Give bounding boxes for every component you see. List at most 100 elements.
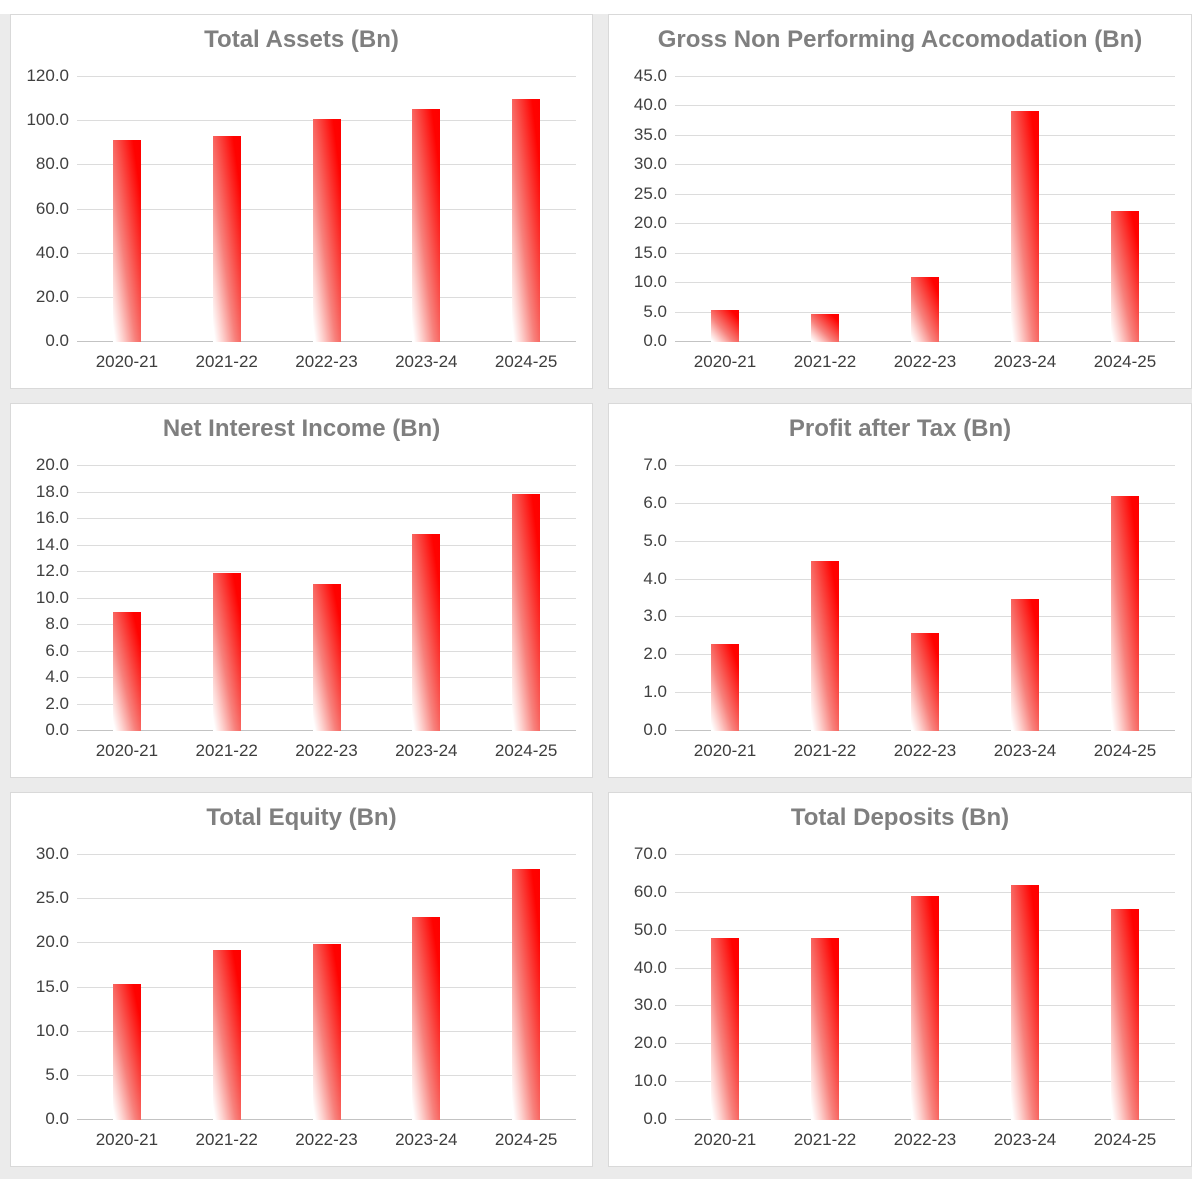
charts-grid: Total Assets (Bn) 0.0 20.0 40.0 60.0 80.0 100… <box>0 14 1192 1179</box>
x-axis-category-label: 2020-21 <box>95 741 159 760</box>
y-axis-tick-label: 0.0 <box>643 720 667 739</box>
x-axis-category-label: 2024-25 <box>494 1130 558 1149</box>
bar-2020-21 <box>711 938 739 1120</box>
chart-panel-gross-non-performing-accomodation-bn: Gross Non Performing Accomodation (Bn) 0… <box>608 14 1192 389</box>
x-axis-category-label: 2024-25 <box>1093 1130 1157 1149</box>
bar-2024-25 <box>512 493 541 731</box>
bar-2021-22 <box>811 560 839 731</box>
plot-area: 0.0 20.0 40.0 60.0 80.0 100.0 120.0 2020-21 2021… <box>26 66 576 371</box>
y-axis-tick-label: 20.0 <box>633 1033 667 1053</box>
x-axis-category-label: 2024-25 <box>1093 741 1157 760</box>
plot-area: 0.0 5.0 10.0 15.0 20.0 25.0 30.0 35.0 40.0 45.0 20… <box>634 66 1175 371</box>
chart-panel-total-deposits-bn: Total Deposits (Bn) 0.0 10.0 20.0 30.0 40.0 5… <box>608 792 1192 1167</box>
y-axis-tick-label: 4.0 <box>643 568 667 588</box>
gridline: 4.0 <box>643 569 1175 588</box>
x-axis-category-label: 2020-21 <box>693 352 757 371</box>
y-axis-tick-label: 25.0 <box>633 183 667 203</box>
x-axis-category-label: 2023-24 <box>395 741 458 760</box>
bar-2023-24 <box>412 533 441 731</box>
x-axis-category-label: 2024-25 <box>494 352 558 371</box>
x-axis-category-label: 2022-23 <box>893 352 957 371</box>
y-axis-tick-label: 10.0 <box>35 587 69 607</box>
gridline: 15.0 <box>634 243 1175 262</box>
chart-panel-profit-after-tax-bn: Profit after Tax (Bn) 0.0 1.0 2.0 3.0 4.0 5.0… <box>608 403 1192 778</box>
y-axis-tick-label: 0.0 <box>45 331 69 350</box>
gridline: 20.0 <box>36 932 576 951</box>
bar-2021-22 <box>212 949 241 1120</box>
bar-2023-24 <box>1011 110 1039 342</box>
y-axis-tick-label: 7.0 <box>643 455 667 474</box>
y-axis-tick-label: 16.0 <box>35 508 69 527</box>
bar-2020-21 <box>112 139 141 342</box>
gridline: 16.0 <box>36 508 576 527</box>
bar-2020-21 <box>711 643 739 731</box>
y-axis-tick-label: 40.0 <box>633 957 667 977</box>
chart-title: Net Interest Income (Bn) <box>162 415 441 442</box>
gridline: 40.0 <box>634 95 1175 114</box>
chart-title: Total Deposits (Bn) <box>790 804 1010 831</box>
y-axis-tick-label: 70.0 <box>633 844 667 863</box>
chart-panel-total-equity-bn: Total Equity (Bn) 0.0 5.0 10.0 15.0 20.0 25.0… <box>10 792 593 1167</box>
x-axis-category-label: 2021-22 <box>195 352 258 371</box>
y-axis-tick-label: 0.0 <box>45 1109 69 1128</box>
y-axis-tick-label: 15.0 <box>633 242 667 262</box>
x-axis-category-label: 2021-22 <box>195 741 258 760</box>
y-axis-tick-label: 25.0 <box>35 888 69 908</box>
x-axis-category-label: 2022-23 <box>295 352 358 371</box>
y-axis-tick-label: 20.0 <box>35 932 69 952</box>
x-axis-category-label: 2023-24 <box>993 1130 1057 1149</box>
gridline: 20.0 <box>36 455 576 474</box>
x-axis-category-label: 2022-23 <box>295 1130 358 1149</box>
gridline: 30.0 <box>634 154 1175 173</box>
gridline: 35.0 <box>634 125 1175 144</box>
bar-2024-25 <box>1111 909 1139 1120</box>
x-axis-category-label: 2024-25 <box>494 741 558 760</box>
y-axis-tick-label: 12.0 <box>35 561 69 580</box>
gridline: 45.0 <box>634 66 1175 85</box>
x-axis-category-label: 2020-21 <box>693 1130 757 1149</box>
y-axis-tick-label: 20.0 <box>35 455 69 474</box>
y-axis-tick-label: 20.0 <box>35 286 69 306</box>
y-axis-tick-label: 80.0 <box>35 154 69 174</box>
gridline: 120.0 <box>26 66 576 85</box>
y-axis-tick-label: 2.0 <box>45 693 69 713</box>
gridline: 6.0 <box>643 493 1175 512</box>
y-axis-tick-label: 8.0 <box>45 614 69 633</box>
x-axis-category-label: 2020-21 <box>95 352 159 371</box>
chart-panel-net-interest-income-bn: Net Interest Income (Bn) 0.0 2.0 4.0 6.0 8.0… <box>10 403 593 778</box>
y-axis-tick-label: 5.0 <box>643 301 667 321</box>
bar-2024-25 <box>1111 496 1139 731</box>
x-axis-category-label: 2023-24 <box>395 1130 458 1149</box>
x-axis-category-label: 2023-24 <box>395 352 458 371</box>
chart-title: Total Assets (Bn) <box>204 26 399 53</box>
bar-2020-21 <box>711 309 739 342</box>
gridline: 25.0 <box>36 888 576 907</box>
y-axis-tick-label: 60.0 <box>35 198 69 218</box>
bar-2023-24 <box>412 109 441 342</box>
gridline: 70.0 <box>634 844 1175 863</box>
bar-2024-25 <box>1111 211 1139 342</box>
chart-panel-total-assets-bn: Total Assets (Bn) 0.0 20.0 40.0 60.0 80.0 100… <box>10 14 593 389</box>
gridline: 18.0 <box>36 482 576 501</box>
x-axis-category-label: 2022-23 <box>893 741 957 760</box>
x-axis-category-label: 2021-22 <box>793 352 857 371</box>
y-axis-tick-label: 6.0 <box>45 640 69 660</box>
x-axis-category-label: 2023-24 <box>993 352 1057 371</box>
y-axis-tick-label: 5.0 <box>45 1064 69 1084</box>
y-axis-tick-label: 4.0 <box>45 667 69 686</box>
gridline: 30.0 <box>36 844 576 863</box>
bar-2021-22 <box>811 938 839 1120</box>
chart-title: Total Equity (Bn) <box>206 804 397 831</box>
bar-2022-23 <box>312 944 341 1120</box>
y-axis-tick-label: 14.0 <box>35 534 69 554</box>
y-axis-tick-label: 1.0 <box>643 682 667 702</box>
y-axis-tick-label: 35.0 <box>633 124 667 144</box>
x-axis-category-label: 2021-22 <box>793 741 857 760</box>
gridline: 20.0 <box>634 213 1175 232</box>
y-axis-tick-label: 2.0 <box>643 644 667 664</box>
y-axis-tick-label: 10.0 <box>633 1071 667 1091</box>
y-axis-tick-label: 30.0 <box>633 154 667 174</box>
chart-title: Gross Non Performing Accomodation (Bn) <box>657 26 1143 53</box>
x-axis-category-label: 2022-23 <box>295 741 358 760</box>
y-axis-tick-label: 6.0 <box>643 492 667 512</box>
